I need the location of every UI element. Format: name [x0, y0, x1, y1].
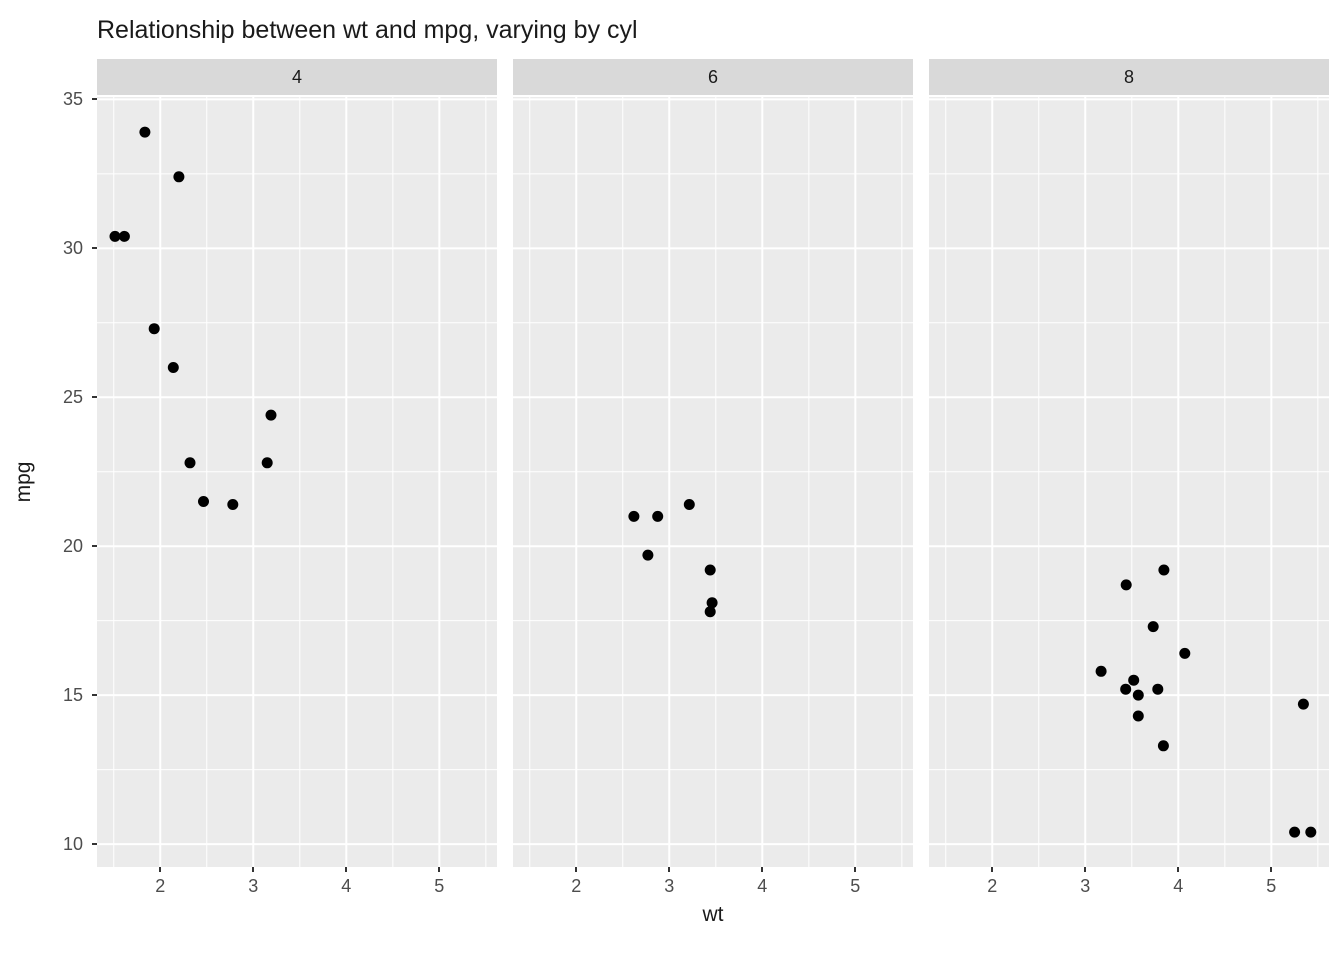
x-tick-label: 5 [1266, 876, 1277, 896]
facet-strip-label: 8 [929, 59, 1329, 95]
data-point [265, 409, 277, 421]
x-tick-mark [854, 867, 857, 872]
data-point [139, 126, 151, 138]
x-tick-label: 2 [987, 876, 998, 896]
data-point [652, 510, 664, 522]
data-point [1289, 826, 1301, 838]
x-axis-ticks: 2 3 4 5 [97, 867, 497, 901]
plot-title: Relationship between wt and mpg, varying… [97, 16, 638, 44]
x-tick-mark [252, 867, 255, 872]
x-tick-mark [1270, 867, 1273, 872]
x-tick-mark [1177, 867, 1180, 872]
data-point [109, 230, 121, 242]
x-tick-label: 2 [155, 876, 166, 896]
y-tick-mark [92, 545, 97, 548]
data-point [173, 171, 185, 183]
facet-4: 4 2 3 4 5 [97, 59, 497, 901]
y-tick-mark [92, 843, 97, 846]
data-point [704, 606, 716, 618]
data-point [706, 597, 718, 609]
faceted-scatter-figure: Relationship between wt and mpg, varying… [0, 16, 1344, 976]
data-point [198, 496, 209, 507]
x-tick-mark [575, 867, 578, 872]
x-axis-ticks: 2 3 4 5 [929, 867, 1329, 901]
data-point [227, 499, 239, 510]
data-point [1152, 683, 1164, 695]
facet-panels: 4 2 3 4 5 6 2 3 4 5 8 2 3 4 5 [97, 59, 1329, 901]
data-point [1095, 665, 1107, 677]
y-tick-label: 20 [62, 536, 83, 557]
x-tick-mark [668, 867, 671, 872]
x-tick-mark [438, 867, 441, 872]
facet-strip-label: 6 [513, 59, 913, 95]
x-axis-title: wt [702, 903, 724, 926]
data-point [1147, 621, 1159, 633]
y-tick-mark [92, 98, 97, 101]
x-axis-ticks: 2 3 4 5 [513, 867, 913, 901]
y-tick-label: 25 [62, 387, 83, 408]
data-point [118, 230, 130, 242]
x-tick-label: 4 [757, 876, 768, 896]
x-tick-label: 2 [571, 876, 582, 896]
data-point [1132, 710, 1144, 722]
y-tick-mark [92, 396, 97, 399]
x-tick-label: 5 [434, 876, 445, 896]
y-tick-mark [92, 694, 97, 697]
chart-area: mpg 10 15 20 25 30 35 4 2 3 4 5 6 2 3 4 5 8 2 3 4 5 [0, 59, 1344, 901]
facet-8: 8 2 3 4 5 [929, 59, 1329, 901]
data-point [1297, 698, 1309, 710]
scatter-panel [97, 97, 497, 867]
data-point [1132, 689, 1144, 701]
data-point [1179, 647, 1191, 659]
data-point [1120, 683, 1132, 695]
data-point [1305, 826, 1317, 838]
x-tick-mark [159, 867, 162, 872]
x-tick-mark [991, 867, 994, 872]
data-point [1128, 674, 1140, 686]
data-point [683, 499, 695, 510]
y-axis: mpg 10 15 20 25 30 35 [0, 59, 97, 901]
y-tick-label: 10 [62, 834, 83, 855]
x-tick-label: 5 [850, 876, 861, 896]
y-tick-label: 30 [62, 238, 83, 259]
x-tick-label: 4 [1173, 876, 1184, 896]
y-tick-mark [92, 247, 97, 250]
facet-6: 6 2 3 4 5 [513, 59, 913, 901]
data-point [1158, 564, 1170, 576]
x-tick-mark [345, 867, 348, 872]
data-point [642, 549, 654, 561]
facet-strip-label: 4 [97, 59, 497, 95]
data-point [167, 362, 179, 373]
data-point [1120, 579, 1132, 591]
data-point [1157, 740, 1169, 752]
data-point [148, 323, 160, 335]
y-tick-label: 35 [62, 89, 83, 110]
x-tick-mark [1084, 867, 1087, 872]
x-tick-label: 3 [248, 876, 259, 896]
data-point [704, 564, 716, 576]
scatter-panel [513, 97, 913, 867]
data-point [261, 457, 273, 469]
scatter-panel [929, 97, 1329, 867]
data-point [628, 510, 640, 522]
x-tick-label: 4 [341, 876, 352, 896]
y-tick-label: 15 [62, 685, 83, 706]
x-tick-label: 3 [664, 876, 675, 896]
data-point [184, 457, 196, 469]
y-axis-title: mpg [12, 461, 35, 503]
x-tick-mark [761, 867, 764, 872]
x-tick-label: 3 [1080, 876, 1091, 896]
